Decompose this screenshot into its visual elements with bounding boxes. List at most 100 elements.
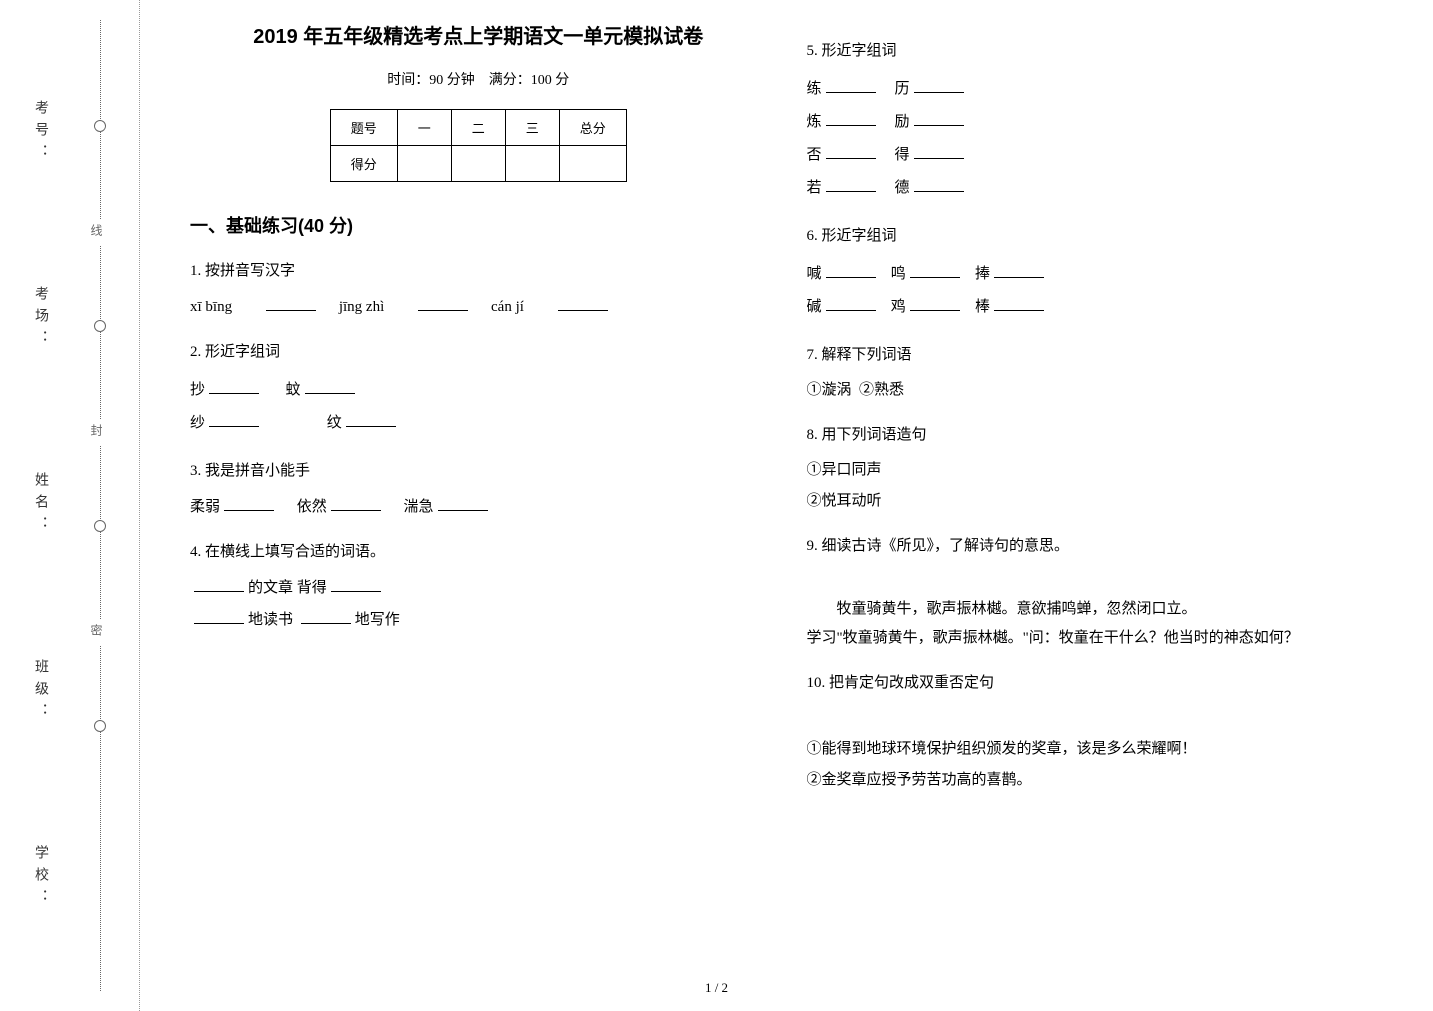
circle-mark (94, 320, 106, 332)
question-4: 4. 在横线上填写合适的词语。 的文章 背得 地读书 地写作 (190, 539, 767, 634)
char: 棒 (975, 299, 990, 315)
main-content: 2019 年五年级精选考点上学期语文一单元模拟试卷 时间：90 分钟 满分：10… (140, 0, 1433, 1011)
char: 练 (807, 81, 822, 97)
time-label: 时间：90 分钟 (387, 73, 475, 88)
answer-blank (209, 409, 259, 427)
char: 鸣 (891, 266, 906, 282)
item-text: ①漩涡 (807, 382, 852, 398)
answer-blank (305, 376, 355, 394)
school-label: 学校： (30, 845, 50, 911)
table-row: 题号 一 二 三 总分 (330, 110, 626, 146)
answer-blank (266, 293, 316, 311)
item-text: ②熟悉 (859, 382, 904, 398)
page-number: 1 / 2 (705, 980, 728, 996)
answer-blank (194, 606, 244, 624)
char-pair-line: 若 德 (807, 172, 1384, 205)
char: 蚊 (286, 382, 301, 398)
pinyin-item: jīng zhì (339, 294, 384, 321)
char-pair-line: 练 历 (807, 73, 1384, 106)
sub-item: ②悦耳动听 (807, 488, 1384, 515)
sub-item: ②金奖章应授予劳苦功高的喜鹊。 (807, 767, 1384, 794)
answer-blank (301, 606, 351, 624)
answer-blank (914, 108, 964, 126)
exam-subtitle: 时间：90 分钟 满分：100 分 (190, 69, 767, 89)
char: 捧 (975, 266, 990, 282)
question-label: 4. 在横线上填写合适的词语。 (190, 539, 767, 566)
question-5: 5. 形近字组词 练 历 炼 励 否 得 若 德 (807, 38, 1384, 205)
answer-blank (914, 174, 964, 192)
question-6: 6. 形近字组词 喊 鸣 捧 碱 鸡 棒 (807, 223, 1384, 324)
char: 若 (807, 180, 822, 196)
suffix-text: 地写作 (355, 612, 400, 628)
dotted-cut-line (100, 20, 101, 991)
char: 纹 (327, 415, 342, 431)
question-label: 6. 形近字组词 (807, 223, 1384, 250)
question-2: 2. 形近字组词 抄 蚊 纱 纹 (190, 339, 767, 440)
char-pair-line: 否 得 (807, 139, 1384, 172)
table-cell-empty (451, 146, 505, 182)
question-3: 3. 我是拼音小能手 柔弱 依然 湍急 (190, 458, 767, 521)
char: 历 (895, 81, 910, 97)
word: 湍急 (404, 499, 434, 515)
answer-blank (558, 293, 608, 311)
pinyin-item: cán jí (491, 294, 524, 321)
answer-blank (418, 293, 468, 311)
fill-line: 的文章 背得 (190, 574, 767, 602)
question-label: 7. 解释下列词语 (807, 342, 1384, 369)
word: 柔弱 (190, 499, 220, 515)
answer-blank (826, 293, 876, 311)
char: 喊 (807, 266, 822, 282)
answer-blank (194, 574, 244, 592)
pinyin-line: xī bīng jīng zhì cán jí (190, 293, 767, 321)
table-header: 题号 (330, 110, 397, 146)
char: 鸡 (891, 299, 906, 315)
table-header: 一 (397, 110, 451, 146)
word: 依然 (297, 499, 327, 515)
table-cell-empty (397, 146, 451, 182)
student-info-labels: 考号： 考场： 姓名： 班级： 学校： (30, 0, 50, 1011)
char: 否 (807, 147, 822, 163)
question-label: 5. 形近字组词 (807, 38, 1384, 65)
answer-blank (438, 493, 488, 511)
answer-blank (914, 141, 964, 159)
question-label: 9. 细读古诗《所见》，了解诗句的意思。 (807, 533, 1384, 560)
char: 德 (895, 180, 910, 196)
table-header: 二 (451, 110, 505, 146)
answer-blank (331, 574, 381, 592)
word-line: 柔弱 依然 湍急 (190, 493, 767, 521)
poem-text: 牧童骑黄牛，歌声振林樾。意欲捕鸣蝉，忽然闭口立。 (807, 595, 1384, 624)
char-pair-line: 抄 蚊 (190, 374, 767, 407)
question-label: 1. 按拼音写汉字 (190, 258, 767, 285)
seal-text: 密 (88, 620, 105, 646)
table-cell-empty (559, 146, 626, 182)
question-label: 10. 把肯定句改成双重否定句 (807, 670, 1384, 697)
table-row: 得分 (330, 146, 626, 182)
answer-blank (826, 75, 876, 93)
name-label: 姓名： (30, 472, 50, 538)
sub-item: ①漩涡 ②熟悉 (807, 377, 1384, 404)
answer-blank (224, 493, 274, 511)
char: 碱 (807, 299, 822, 315)
question-9: 9. 细读古诗《所见》，了解诗句的意思。 牧童骑黄牛，歌声振林樾。意欲捕鸣蝉，忽… (807, 533, 1384, 652)
char-pair-line: 纱 纹 (190, 407, 767, 440)
table-cell-empty (505, 146, 559, 182)
binding-sidebar: 线 封 密 考号： 考场： 姓名： 班级： 学校： (0, 0, 140, 1011)
exam-title: 2019 年五年级精选考点上学期语文一单元模拟试卷 (190, 20, 767, 49)
answer-blank (994, 293, 1044, 311)
question-7: 7. 解释下列词语 ①漩涡 ②熟悉 (807, 342, 1384, 404)
question-label: 3. 我是拼音小能手 (190, 458, 767, 485)
sub-item: ①异口同声 (807, 457, 1384, 484)
char: 励 (895, 114, 910, 130)
exam-number-label: 考号： (30, 100, 50, 166)
left-column: 2019 年五年级精选考点上学期语文一单元模拟试卷 时间：90 分钟 满分：10… (170, 20, 787, 991)
suffix-text: 的文章 背得 (248, 580, 327, 596)
answer-blank (994, 260, 1044, 278)
answer-blank (331, 493, 381, 511)
full-score-label: 满分：100 分 (489, 73, 570, 88)
fill-line: 地读书 地写作 (190, 606, 767, 634)
answer-blank (910, 293, 960, 311)
answer-blank (209, 376, 259, 394)
answer-blank (826, 260, 876, 278)
char-pair-line: 喊 鸣 捧 (807, 258, 1384, 291)
answer-blank (826, 108, 876, 126)
